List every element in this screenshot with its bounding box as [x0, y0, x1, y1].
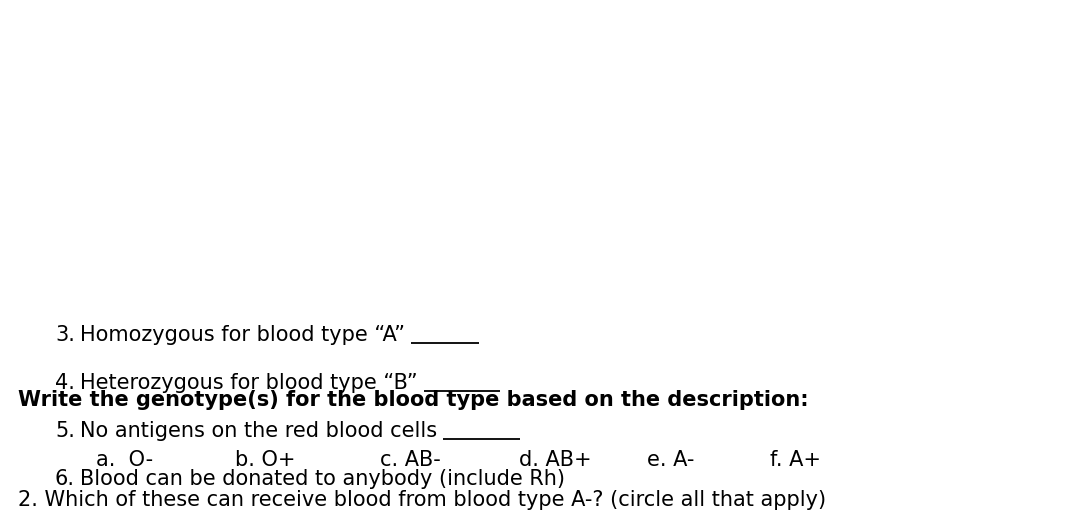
Text: c. AB-: c. AB- — [380, 450, 441, 470]
Text: 5.: 5. — [55, 421, 75, 441]
Text: d. AB+: d. AB+ — [519, 450, 592, 470]
Text: 3.: 3. — [55, 325, 75, 345]
Text: No antigens on the red blood cells: No antigens on the red blood cells — [80, 421, 438, 441]
Text: 2. Which of these can receive blood from blood type A-? (circle all that apply): 2. Which of these can receive blood from… — [18, 490, 826, 510]
Text: Blood can be donated to anybody (include Rh): Blood can be donated to anybody (include… — [80, 469, 565, 489]
Text: a.  O-: a. O- — [96, 450, 153, 470]
Text: Heterozygous for blood type “B”: Heterozygous for blood type “B” — [80, 373, 417, 393]
Text: e. A-: e. A- — [647, 450, 694, 470]
Text: f. A+: f. A+ — [770, 450, 822, 470]
Text: b. O+: b. O+ — [235, 450, 296, 470]
Text: 4.: 4. — [55, 373, 75, 393]
Text: 6.: 6. — [55, 469, 75, 489]
Text: Write the genotype(s) for the blood type based on the description:: Write the genotype(s) for the blood type… — [18, 390, 809, 410]
Text: Homozygous for blood type “A”: Homozygous for blood type “A” — [80, 325, 406, 345]
